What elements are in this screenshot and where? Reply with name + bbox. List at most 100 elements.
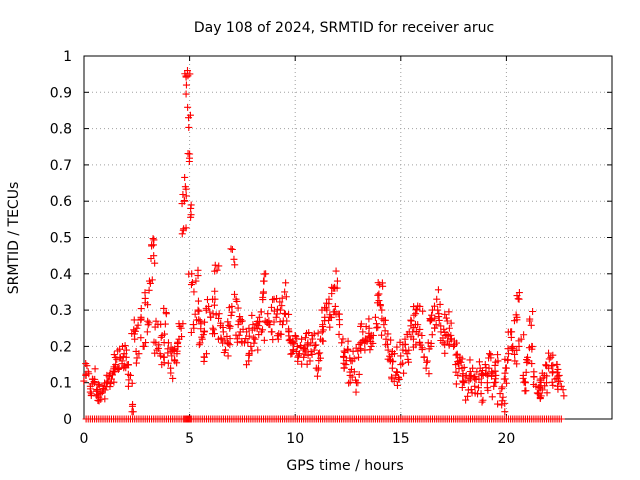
data-point-cluster: [184, 150, 192, 158]
data-point-cluster: [549, 351, 557, 359]
data-point-cluster: [491, 367, 499, 375]
data-point: [342, 361, 350, 369]
data-point-cluster: [119, 342, 127, 350]
data-point-cluster: [248, 311, 256, 319]
data-point: [281, 288, 289, 296]
data-point-cluster: [410, 311, 418, 319]
y-tick-label: 1: [63, 49, 72, 65]
data-point: [120, 350, 128, 358]
data-point-cluster: [273, 305, 281, 313]
data-point-cluster: [282, 293, 290, 301]
data-point-cluster: [206, 308, 214, 316]
data-point-cluster: [374, 291, 382, 299]
data-point-cluster: [536, 394, 544, 402]
data-point: [473, 368, 481, 376]
data-point-cluster: [226, 341, 234, 349]
data-point-cluster: [133, 354, 141, 362]
data-point-cluster: [319, 323, 327, 331]
x-axis-label: GPS time / hours: [286, 458, 403, 474]
data-point-cluster: [477, 371, 485, 379]
data-point-cluster: [335, 310, 343, 318]
data-point-cluster: [319, 326, 327, 334]
data-point-cluster: [454, 358, 462, 366]
data-point-cluster: [185, 123, 193, 131]
data-point-cluster: [414, 302, 422, 310]
data-point-cluster: [282, 279, 290, 287]
data-point-cluster: [540, 374, 548, 382]
data-point-cluster: [332, 267, 340, 275]
data-point-cluster: [348, 365, 356, 373]
data-point-cluster: [543, 389, 551, 397]
data-point-cluster: [106, 383, 114, 391]
data-point-cluster: [110, 378, 118, 386]
data-point-cluster: [441, 310, 449, 318]
data-point-cluster: [393, 381, 401, 389]
data-point-cluster: [460, 363, 468, 371]
data-point-cluster: [277, 330, 285, 338]
data-point-cluster: [437, 322, 445, 330]
data-point-cluster: [352, 388, 360, 396]
data-point-cluster: [434, 286, 442, 294]
data-point-cluster: [278, 294, 286, 302]
data-point-cluster: [512, 311, 520, 319]
data-point-cluster: [346, 378, 354, 386]
data-point-cluster: [227, 245, 235, 253]
data-point: [384, 346, 392, 354]
data-point-cluster: [122, 346, 130, 354]
x-tick-label: 15: [392, 431, 410, 447]
data-point-cluster: [405, 358, 413, 366]
data-point-cluster: [423, 357, 431, 365]
data-point-cluster: [137, 315, 145, 323]
data-point-cluster: [110, 351, 118, 359]
data-point-cluster: [305, 329, 313, 337]
data-point-cluster: [219, 324, 227, 332]
data-point-cluster: [233, 297, 241, 305]
data-point-cluster: [182, 192, 190, 200]
data-point-cluster: [248, 326, 256, 334]
data-point-cluster: [453, 351, 461, 359]
data-point: [460, 379, 468, 387]
y-tick-label: 0.7: [50, 158, 72, 174]
data-point-cluster: [549, 361, 557, 369]
data-point-cluster: [260, 336, 268, 344]
data-point-cluster: [455, 357, 463, 365]
data-point-cluster: [340, 364, 348, 372]
data-point-cluster: [185, 154, 193, 162]
data-point-cluster: [202, 304, 210, 312]
data-point-cluster: [491, 375, 499, 383]
data-point-cluster: [311, 341, 319, 349]
data-point-cluster: [400, 369, 408, 377]
data-point: [338, 339, 346, 347]
data-point: [395, 375, 403, 383]
data-point-cluster: [559, 386, 567, 394]
data-point-cluster: [457, 358, 465, 366]
data-point-cluster: [119, 353, 127, 361]
data-point-cluster: [107, 379, 115, 387]
data-point-cluster: [236, 313, 244, 321]
data-point-cluster: [132, 359, 140, 367]
data-point-cluster: [515, 289, 523, 297]
data-point-cluster: [346, 354, 354, 362]
data-point-cluster: [524, 357, 532, 365]
data-point: [365, 324, 373, 332]
data-point: [182, 81, 190, 89]
data-point-cluster: [423, 358, 431, 366]
data-point: [443, 317, 451, 325]
data-point-cluster: [235, 331, 243, 339]
data-point-cluster: [234, 304, 242, 312]
data-point-cluster: [259, 293, 267, 301]
data-point-cluster: [178, 230, 186, 238]
data-point-cluster: [522, 368, 530, 376]
data-point-cluster: [335, 330, 343, 338]
data-point: [143, 328, 151, 336]
data-point: [414, 321, 422, 329]
data-point-cluster: [225, 304, 233, 312]
data-point-cluster: [393, 368, 401, 376]
data-point-cluster: [191, 310, 199, 318]
data-point: [251, 335, 259, 343]
data-point-cluster: [477, 379, 485, 387]
data-point-cluster: [151, 323, 159, 331]
data-point-cluster: [475, 358, 483, 366]
data-point-cluster: [170, 356, 178, 364]
data-point-cluster: [309, 335, 317, 343]
